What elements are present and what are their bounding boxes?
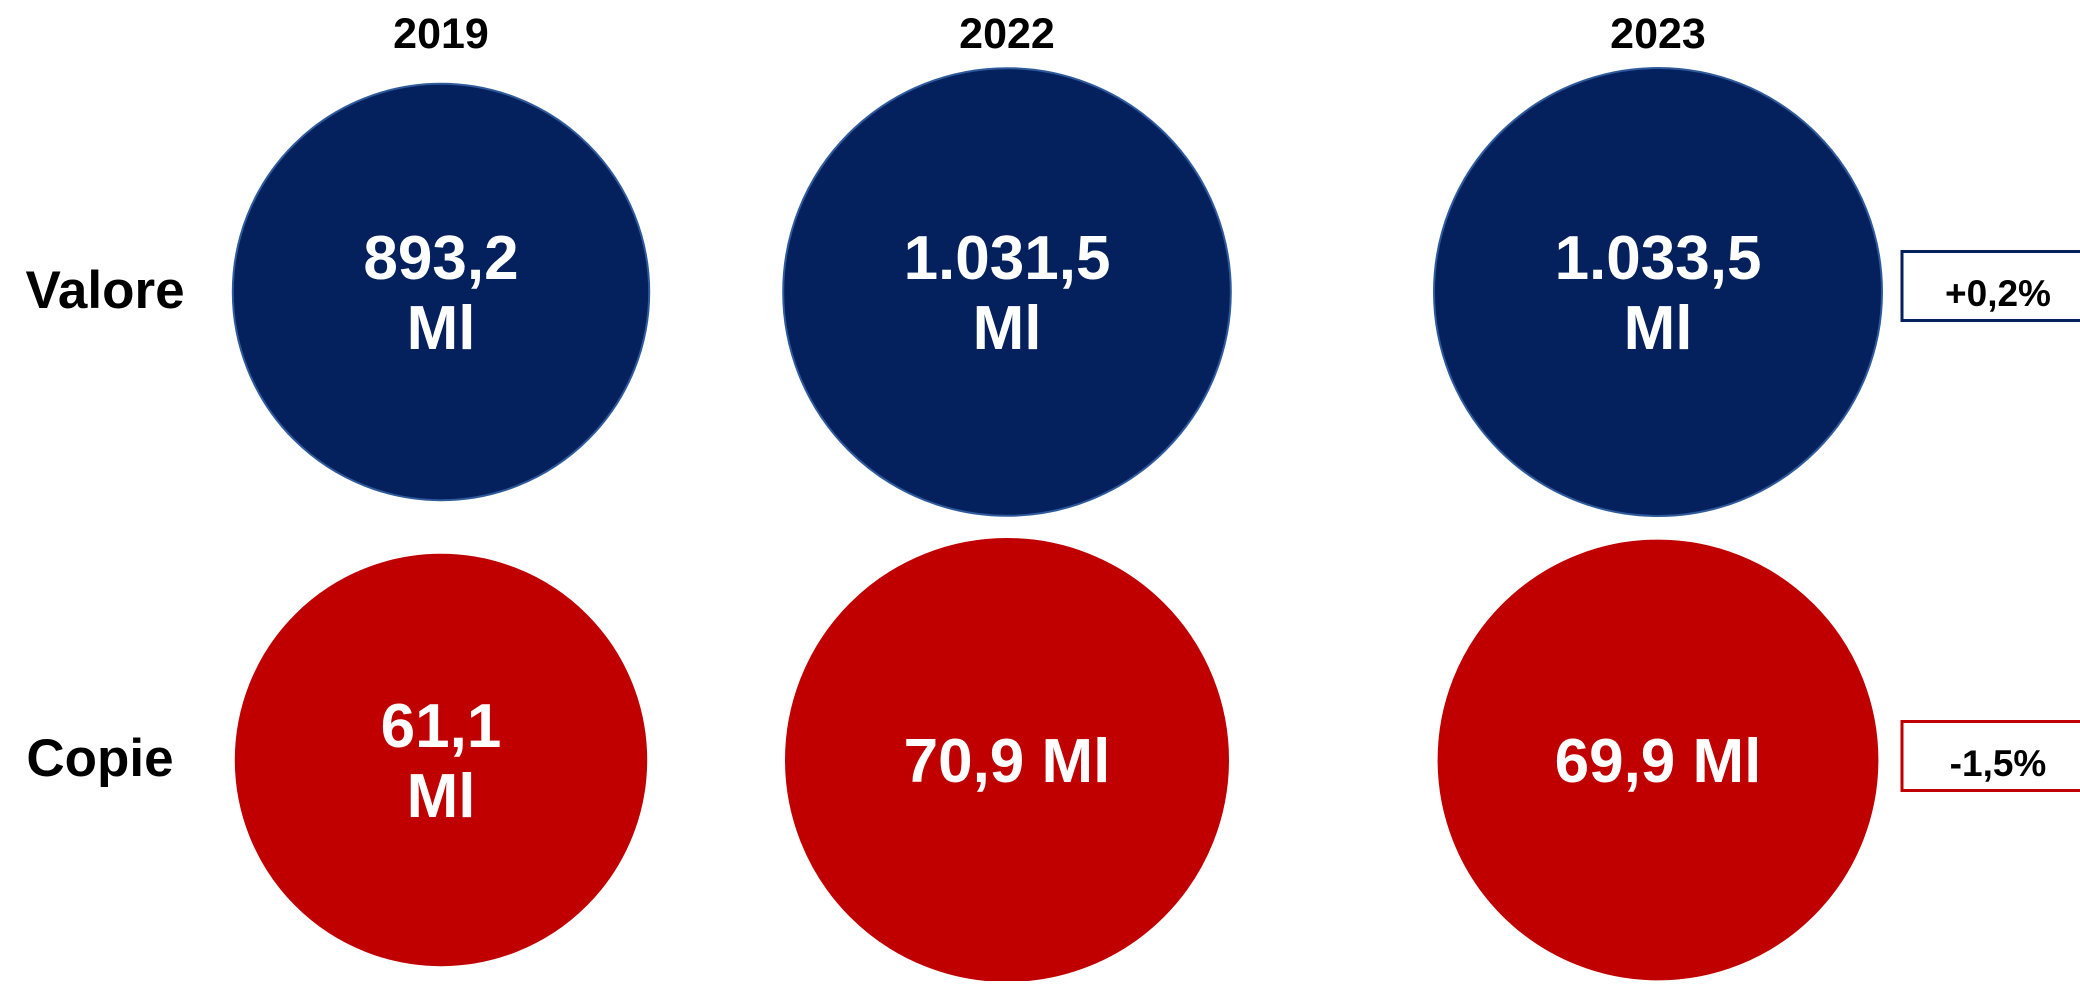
bubble-value-label: 893,2 xyxy=(363,224,518,293)
bubble-value-label: 1.031,5 xyxy=(904,224,1111,293)
bubble-copie-2019 xyxy=(234,553,648,967)
bubble-valore-2019 xyxy=(231,82,651,502)
bubble-value-label: Ml xyxy=(407,294,476,363)
year-label-2019: 2019 xyxy=(393,10,489,58)
year-label-2022: 2022 xyxy=(959,10,1055,58)
year-label-2023: 2023 xyxy=(1610,10,1706,58)
row-label-copie: Copie xyxy=(26,729,173,788)
bubble-value-label: 61,1 xyxy=(381,692,502,761)
change-badge-valore xyxy=(1900,250,2080,322)
bubble-value-label: 70,9 Ml xyxy=(904,727,1111,796)
change-badge-text: +0,2% xyxy=(1945,273,2051,314)
row-label-valore: Valore xyxy=(25,261,184,320)
bubble-copie-2023 xyxy=(1437,539,1879,981)
bubble-value-label: Ml xyxy=(1624,294,1693,363)
bubble-value-label: 69,9 Ml xyxy=(1555,727,1762,796)
bubble-value-label: Ml xyxy=(973,294,1042,363)
bubble-value-label: 1.033,5 xyxy=(1555,224,1762,293)
change-badge-copie xyxy=(1900,720,2080,792)
change-badge-text: -1,5% xyxy=(1950,743,2047,784)
bubble-value-label: Ml xyxy=(407,762,476,831)
bubble-valore-2023 xyxy=(1433,67,1883,517)
bubble-valore-2022 xyxy=(782,67,1232,517)
